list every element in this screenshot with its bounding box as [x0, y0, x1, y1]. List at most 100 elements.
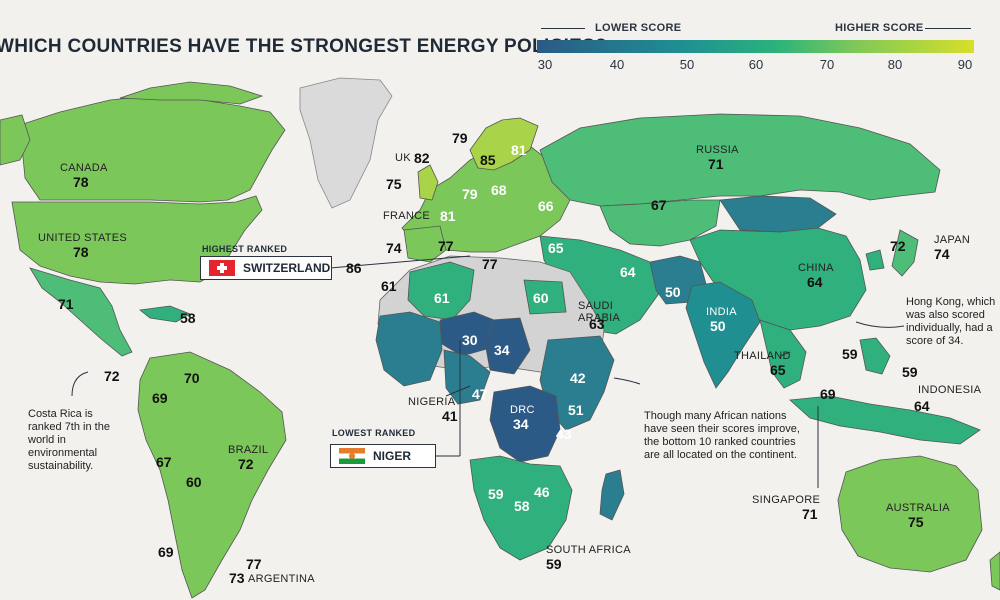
- india-label: INDIA: [706, 306, 737, 318]
- canada-shape: [19, 95, 286, 203]
- legend-tick: 50: [679, 57, 695, 72]
- switzerland-flag-icon: [209, 260, 235, 276]
- brazil-label: BRAZIL: [228, 444, 269, 456]
- indonesia-shape: [789, 395, 981, 445]
- score-label: 46: [534, 484, 550, 500]
- score-label: 79: [462, 186, 478, 202]
- score-label: 72: [104, 368, 120, 384]
- lower-score-label: LOWER SCORE: [595, 22, 682, 34]
- score-label: 58: [180, 310, 196, 326]
- score-label: 69: [820, 386, 836, 402]
- scandinavia-shape: [469, 117, 539, 171]
- chad-shape: [485, 317, 531, 375]
- russia-label: RUSSIA: [696, 144, 739, 156]
- score-label: 74: [386, 240, 402, 256]
- japan-shape: [891, 229, 919, 277]
- philippines-shape: [859, 337, 891, 375]
- australia-score: 75: [908, 514, 924, 530]
- canada-label: CANADA: [60, 162, 108, 174]
- africa-note-arrow: [613, 377, 641, 385]
- score-label: 60: [533, 290, 549, 306]
- saudi-arabia-label: SAUDI ARABIA: [578, 300, 621, 324]
- united-states-label: UNITED STATES: [38, 232, 128, 244]
- mexico-shape: [29, 267, 133, 357]
- madagascar-shape: [599, 469, 625, 521]
- color-legend: LOWER SCORE HIGHER SCORE 30 40 50 60 70 …: [537, 22, 977, 72]
- brazil-score: 72: [238, 456, 254, 472]
- mongolia-shape: [719, 195, 837, 233]
- india-shape: [685, 281, 761, 389]
- alaska-shape: [0, 114, 31, 166]
- score-label: 65: [548, 240, 564, 256]
- score-label: 69: [152, 390, 168, 406]
- switzerland-pointer: [329, 255, 471, 269]
- legend-tick: 60: [748, 57, 764, 72]
- indonesia-score: 64: [914, 398, 930, 414]
- south-africa-score: 59: [546, 556, 562, 572]
- nigeria-shape: [443, 349, 491, 405]
- score-label: 51: [568, 402, 584, 418]
- china-score: 64: [807, 274, 823, 290]
- legend-gradient-bar: [537, 40, 974, 53]
- uk-label: UK: [395, 152, 411, 164]
- uk-score: 82: [414, 150, 430, 166]
- caribbean-shape: [139, 305, 191, 323]
- iberia-shape: [403, 225, 447, 263]
- niger-flag-icon: [339, 448, 365, 464]
- legend-tick: 30: [537, 57, 553, 72]
- new-zealand-shape: [989, 551, 1000, 591]
- japan-label: JAPAN: [934, 234, 971, 246]
- east-africa-shape: [539, 335, 615, 431]
- nigeria-label: NIGERIA: [408, 396, 456, 408]
- hong-kong-note: Hong Kong, which was also scored individ…: [906, 296, 996, 347]
- higher-arrow-line: [925, 28, 971, 29]
- southern-africa-shape: [469, 455, 573, 561]
- score-label: 59: [902, 364, 918, 380]
- costa-rica-arrow: [71, 371, 89, 397]
- singapore-score: 71: [802, 506, 818, 522]
- highest-ranked-country: SWITZERLAND: [243, 261, 331, 275]
- legend-tick: 90: [957, 57, 973, 72]
- canada-score: 78: [73, 174, 89, 190]
- score-label: 64: [620, 264, 636, 280]
- score-label: 67: [651, 197, 667, 213]
- lowest-ranked-title: LOWEST RANKED: [332, 428, 416, 438]
- score-label: 34: [494, 342, 510, 358]
- south-africa-label: SOUTH AFRICA: [546, 544, 631, 556]
- thailand-pointer: [779, 351, 791, 357]
- central-asia-shape: [599, 199, 721, 247]
- legend-tick: 70: [819, 57, 835, 72]
- score-label: 42: [570, 370, 586, 386]
- south-america-shape: [137, 351, 287, 599]
- legend-tick: 80: [887, 57, 903, 72]
- highest-ranked-title: HIGHEST RANKED: [202, 244, 288, 254]
- nigeria-score: 41: [442, 408, 458, 424]
- france-score: 81: [440, 208, 456, 224]
- arctic-islands-shape: [119, 81, 264, 105]
- uk-shape: [417, 164, 439, 201]
- australia-shape: [837, 455, 983, 573]
- score-label: 77: [482, 256, 498, 272]
- highest-ranked-score: 86: [346, 260, 362, 276]
- nigeria-pointer: [445, 385, 471, 397]
- egypt-shape: [523, 279, 567, 315]
- score-label: 58: [514, 498, 530, 514]
- score-label: 77: [438, 238, 454, 254]
- costa-rica-note: Costa Rica is ranked 7th in the world in…: [28, 408, 110, 472]
- score-label: 71: [58, 296, 74, 312]
- russia-score: 71: [708, 156, 724, 172]
- southeast-asia-shape: [759, 319, 807, 389]
- score-label: 68: [491, 182, 507, 198]
- indonesia-label: INDONESIA: [918, 384, 982, 396]
- lowest-ranked-box: NIGER: [330, 444, 436, 468]
- score-label: 70: [184, 370, 200, 386]
- score-label: 75: [386, 176, 402, 192]
- drc-shape: [489, 385, 561, 463]
- score-label: 69: [158, 544, 174, 560]
- africa-note: Though many African nations have seen th…: [644, 410, 800, 461]
- score-label: 59: [488, 486, 504, 502]
- score-label: 50: [665, 284, 681, 300]
- highest-ranked-box: SWITZERLAND: [200, 256, 332, 280]
- score-label: 61: [381, 278, 397, 294]
